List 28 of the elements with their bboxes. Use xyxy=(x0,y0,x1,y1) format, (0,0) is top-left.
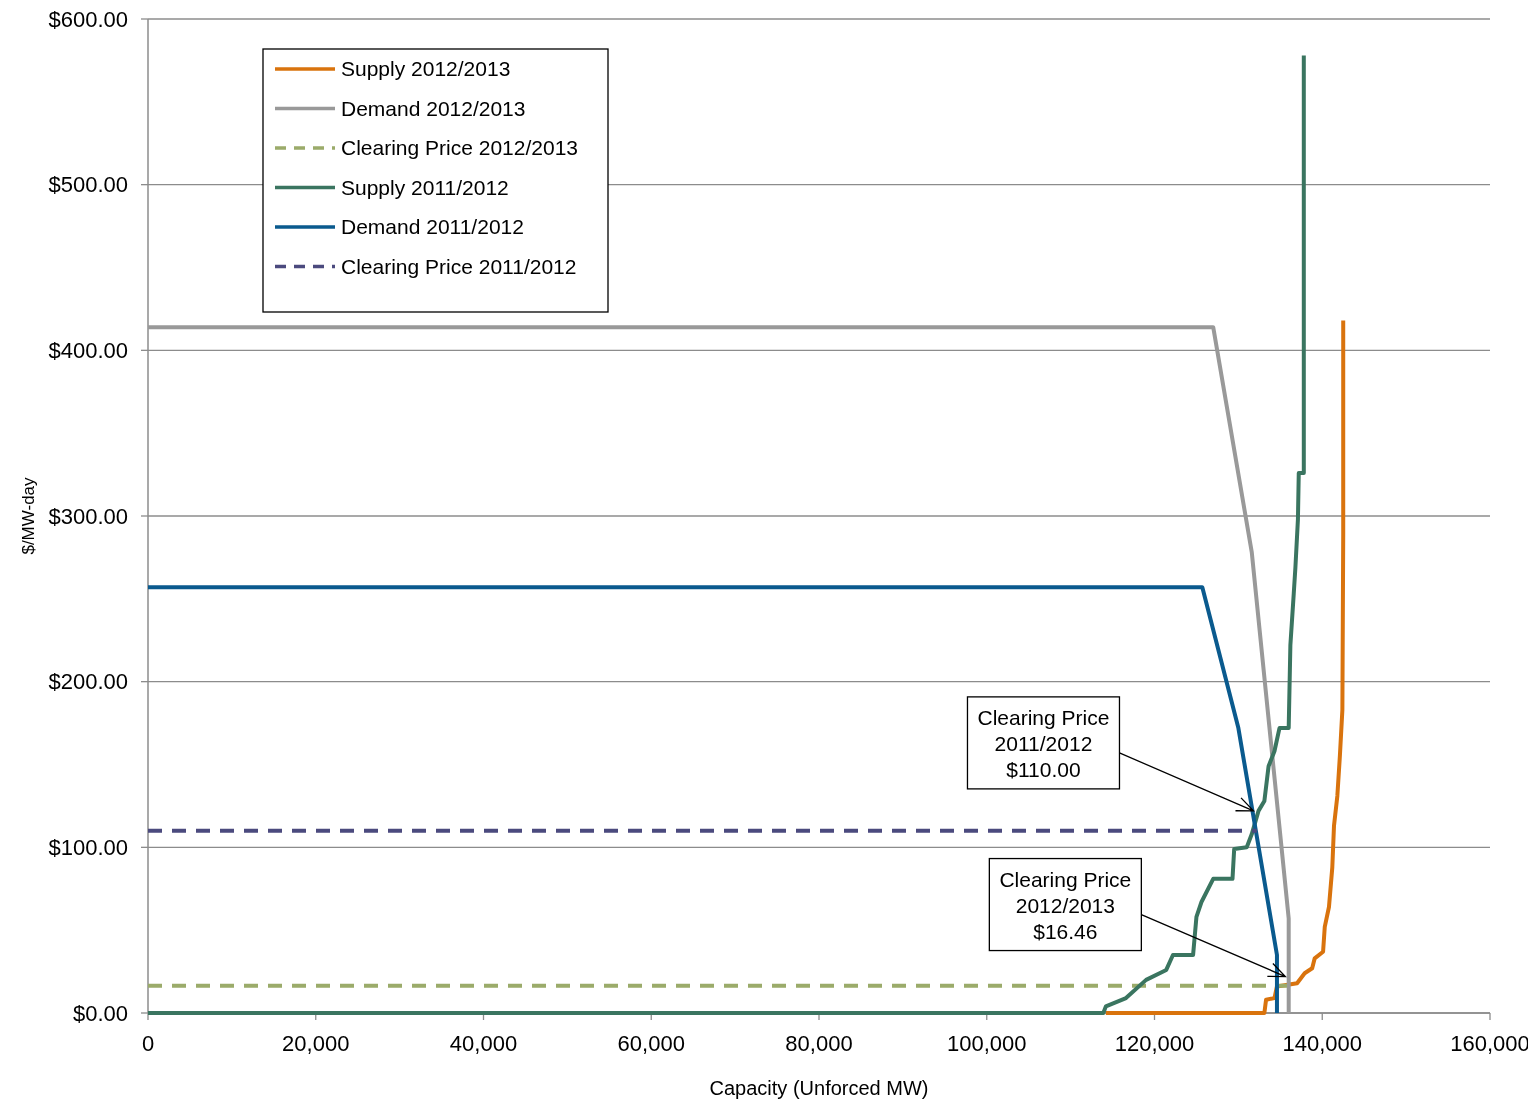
legend-label: Clearing Price 2012/2013 xyxy=(341,136,578,160)
x-tick-label: 20,000 xyxy=(282,1031,350,1056)
annotation: Clearing Price 2011/2012 $110.00 xyxy=(977,705,1110,781)
y-tick-label: $0.00 xyxy=(72,1000,128,1026)
annotation: Clearing Price 2012/2013 $16.46 xyxy=(999,867,1132,943)
y-tick-label: $200.00 xyxy=(48,669,128,695)
x-tick-label: 40,000 xyxy=(449,1031,518,1056)
y-tick-label: $600.00 xyxy=(48,6,128,32)
legend-label: Demand 2011/2012 xyxy=(341,215,524,239)
x-tick-label: 140,000 xyxy=(1282,1031,1363,1056)
y-tick-label: $100.00 xyxy=(48,835,128,861)
y-tick-label: $300.00 xyxy=(48,503,128,529)
legend-label: Supply 2012/2013 xyxy=(341,57,511,81)
x-tick-label: 0 xyxy=(141,1031,155,1056)
x-tick-label: 100,000 xyxy=(946,1031,1027,1056)
x-tick-label: 60,000 xyxy=(617,1031,685,1056)
x-tick-label: 120,000 xyxy=(1114,1031,1195,1056)
line-series xyxy=(146,585,1279,1015)
line-series xyxy=(146,53,1306,1015)
legend-label: Clearing Price 2011/2012 xyxy=(341,254,577,278)
legend-label: Demand 2012/2013 xyxy=(341,96,526,120)
y-axis-title: $/MW-day xyxy=(19,476,38,555)
y-tick-label: $500.00 xyxy=(48,172,128,198)
legend-label: Supply 2011/2012 xyxy=(341,175,509,199)
x-tick-label: 80,000 xyxy=(785,1031,853,1056)
x-axis-title: Capacity (Unforced MW) xyxy=(709,1077,929,1099)
line-series xyxy=(146,325,1291,1015)
y-tick-label: $400.00 xyxy=(48,338,128,364)
